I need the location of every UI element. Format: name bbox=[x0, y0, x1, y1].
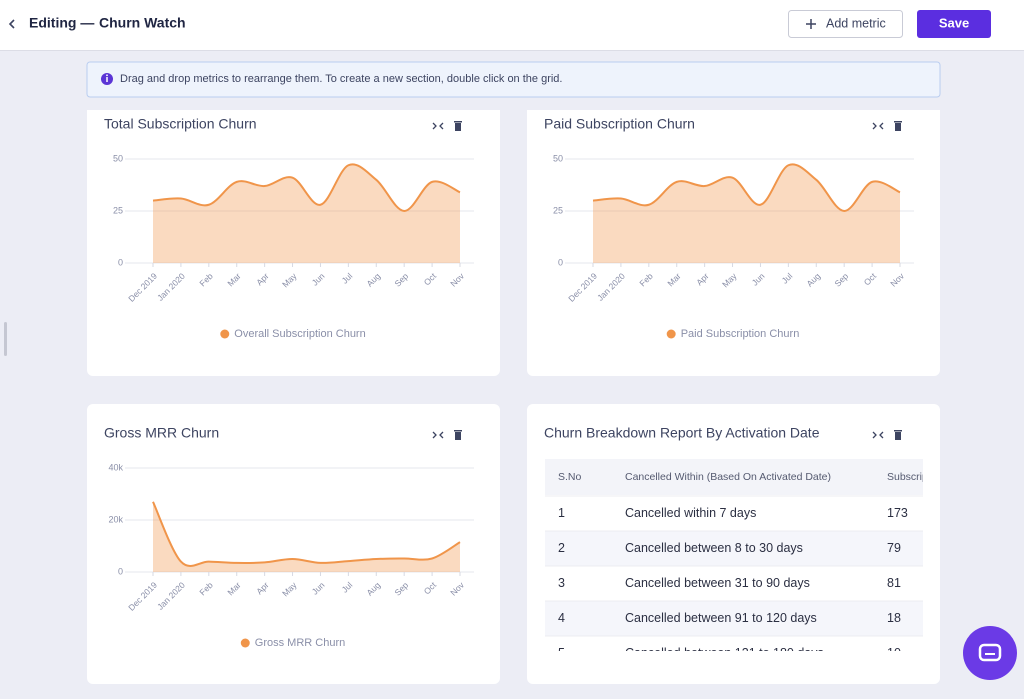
delete-icon-lid bbox=[454, 430, 462, 432]
legend-label: Overall Subscription Churn bbox=[234, 328, 365, 340]
table-cell: 10 bbox=[887, 646, 901, 660]
table-cell: 1 bbox=[558, 506, 565, 520]
chart-title: Gross MRR Churn bbox=[104, 425, 219, 441]
legend-label: Gross MRR Churn bbox=[255, 637, 345, 649]
y-tick-label: 40k bbox=[108, 462, 123, 472]
card bbox=[87, 404, 500, 684]
delete-icon bbox=[895, 123, 901, 131]
table-cell: 173 bbox=[887, 506, 908, 520]
header-prefix: Editing — bbox=[29, 15, 94, 31]
resize-handle[interactable] bbox=[4, 322, 7, 356]
y-tick-label: 25 bbox=[553, 205, 563, 215]
table-row-stripe bbox=[545, 601, 923, 636]
table-cell: 79 bbox=[887, 541, 901, 555]
table-header-row bbox=[545, 459, 923, 495]
y-tick-label: 25 bbox=[113, 205, 123, 215]
delete-icon bbox=[895, 432, 901, 440]
save-label[interactable]: Save bbox=[939, 15, 969, 30]
y-tick-label: 20k bbox=[108, 514, 123, 524]
delete-icon bbox=[455, 123, 461, 131]
y-tick-label: 0 bbox=[118, 566, 123, 576]
header-title: Churn Watch bbox=[99, 15, 186, 31]
card bbox=[527, 95, 940, 376]
area-line bbox=[152, 163, 461, 213]
table-cell: 2 bbox=[558, 541, 565, 555]
table-cell: Cancelled between 91 to 120 days bbox=[625, 611, 817, 625]
legend-swatch bbox=[240, 638, 250, 648]
legend-swatch bbox=[666, 329, 676, 339]
delete-icon-lid bbox=[894, 430, 902, 432]
y-tick-label: 50 bbox=[113, 153, 123, 163]
table-cell: Cancelled between 31 to 90 days bbox=[625, 576, 810, 590]
report-table: S.No Cancelled Within (Based On Activated… bbox=[545, 459, 950, 660]
collapse-icon bbox=[432, 431, 444, 439]
plus-icon bbox=[806, 19, 816, 29]
delete-icon bbox=[455, 432, 461, 440]
delete-icon-lid bbox=[894, 121, 902, 123]
y-tick-label: 0 bbox=[118, 257, 123, 267]
area-line bbox=[592, 163, 901, 213]
add-metric-button[interactable] bbox=[788, 10, 903, 38]
column-header: Subscriptions bbox=[887, 471, 950, 483]
table-cell: Cancelled between 121 to 180 days bbox=[625, 646, 824, 660]
table-cell: Cancelled within 7 days bbox=[625, 506, 756, 520]
table-cell: 5 bbox=[558, 646, 565, 660]
back-button[interactable] bbox=[8, 19, 15, 29]
table-cell: 81 bbox=[887, 576, 901, 590]
notice-box bbox=[86, 61, 941, 98]
y-tick-label: 50 bbox=[553, 153, 563, 163]
report-title: Churn Breakdown Report By Activation Dat… bbox=[544, 425, 820, 441]
table-row-stripe bbox=[545, 531, 923, 566]
info-icon-dot bbox=[106, 74, 108, 77]
table-cell: 3 bbox=[558, 576, 565, 590]
collapse-icon bbox=[872, 431, 884, 439]
collapse-icon bbox=[872, 122, 884, 130]
chart-title: Paid Subscription Churn bbox=[544, 116, 695, 132]
delete-icon-lid bbox=[454, 121, 462, 123]
legend-swatch bbox=[220, 329, 230, 339]
table-cell: Cancelled between 8 to 30 days bbox=[625, 541, 803, 555]
table-cell: 18 bbox=[887, 611, 901, 625]
column-header: Cancelled Within (Based On Activated Dat… bbox=[625, 471, 831, 483]
save-button[interactable] bbox=[917, 10, 991, 38]
add-metric-label[interactable]: Add metric bbox=[826, 16, 886, 30]
legend-label: Paid Subscription Churn bbox=[681, 328, 800, 340]
column-header: S.No bbox=[558, 471, 582, 483]
notice-text: Drag and drop metrics to rearrange them.… bbox=[120, 73, 562, 85]
card bbox=[87, 95, 500, 376]
chart-title: Total Subscription Churn bbox=[104, 116, 257, 132]
chat-icon bbox=[978, 643, 1002, 662]
table-cell: 4 bbox=[558, 611, 565, 625]
y-tick-label: 0 bbox=[558, 257, 563, 267]
area-line bbox=[152, 501, 461, 567]
collapse-icon bbox=[432, 122, 444, 130]
